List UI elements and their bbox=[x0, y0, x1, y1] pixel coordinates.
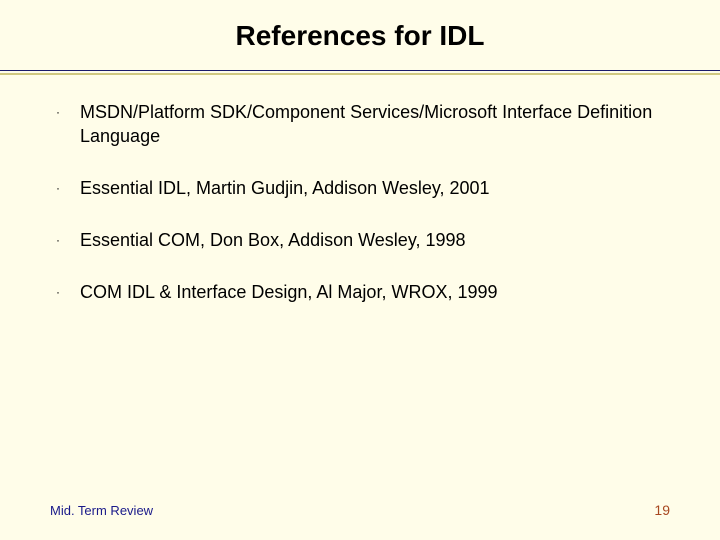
content-area: · MSDN/Platform SDK/Component Services/M… bbox=[0, 74, 720, 304]
list-item-text: COM IDL & Interface Design, Al Major, WR… bbox=[80, 280, 670, 304]
slide-title: References for IDL bbox=[0, 0, 720, 70]
list-item-text: Essential IDL, Martin Gudjin, Addison We… bbox=[80, 176, 670, 200]
slide-footer: Mid. Term Review 19 bbox=[0, 502, 720, 518]
bullet-icon: · bbox=[50, 100, 80, 124]
divider-shadow-line bbox=[0, 73, 720, 75]
list-item: · Essential COM, Don Box, Addison Wesley… bbox=[50, 228, 670, 252]
slide-number: 19 bbox=[654, 502, 670, 518]
bullet-icon: · bbox=[50, 228, 80, 252]
slide: References for IDL · MSDN/Platform SDK/C… bbox=[0, 0, 720, 540]
list-item-text: MSDN/Platform SDK/Component Services/Mic… bbox=[80, 100, 670, 148]
bullet-icon: · bbox=[50, 176, 80, 200]
title-divider bbox=[0, 70, 720, 74]
list-item: · MSDN/Platform SDK/Component Services/M… bbox=[50, 100, 670, 148]
list-item-text: Essential COM, Don Box, Addison Wesley, … bbox=[80, 228, 670, 252]
list-item: · Essential IDL, Martin Gudjin, Addison … bbox=[50, 176, 670, 200]
divider-top-line bbox=[0, 70, 720, 71]
footer-left-text: Mid. Term Review bbox=[50, 503, 153, 518]
list-item: · COM IDL & Interface Design, Al Major, … bbox=[50, 280, 670, 304]
bullet-icon: · bbox=[50, 280, 80, 304]
